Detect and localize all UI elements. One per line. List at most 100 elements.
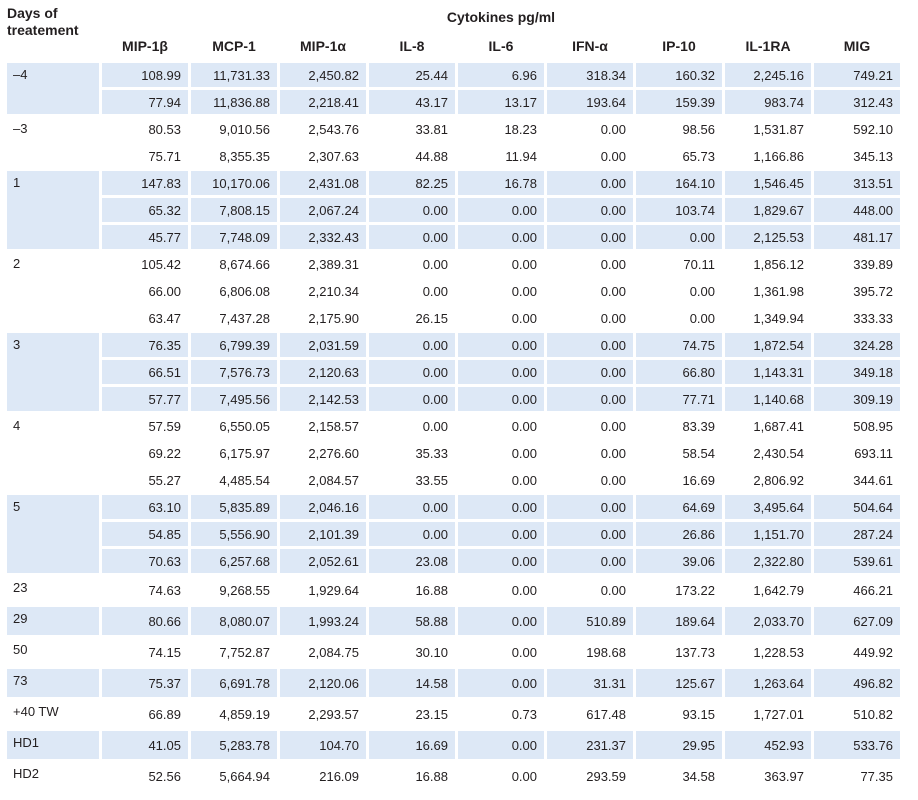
table-row: 3 76.35 6,799.39 2,031.59 0.00 0.00 0.00 74.75 1… [7, 333, 900, 411]
value-cell: 23.15 [369, 700, 455, 728]
value-cell: 1,687.41 [725, 414, 811, 438]
value-cell: 103.74 [636, 198, 722, 222]
value-cell: 324.28 [814, 333, 900, 357]
value-cell: 2,389.31 [280, 252, 366, 276]
value-cell: 0.00 [547, 279, 633, 303]
value-cell: 349.18 [814, 360, 900, 384]
days-of-treatment-header: Days of treatement [7, 5, 79, 38]
value-cell: 510.89 [547, 607, 633, 635]
value-cell: 1,531.87 [725, 117, 811, 141]
value-cell: 0.00 [458, 279, 544, 303]
value-cell: 539.61 [814, 549, 900, 573]
value-cell: 0.00 [369, 225, 455, 249]
value-cell: 58.88 [369, 607, 455, 635]
value-cell: 2,125.53 [725, 225, 811, 249]
table-row: 55.27 4,485.54 2,084.57 33.55 0.00 0.00 16.69 2… [7, 468, 900, 492]
value-cell: 2,210.34 [280, 279, 366, 303]
value-cell: 23.08 [369, 549, 455, 573]
day-cell: HD2 [7, 762, 99, 790]
table-row: 29 80.66 8,080.07 1,993.24 58.88 0.00 510.89 18… [7, 607, 900, 635]
cytokine-table: Days of treatement Cytokines pg/ml MIP-1… [4, 2, 903, 793]
value-cell: 66.00 [102, 279, 188, 303]
value-cell: 1,166.86 [725, 144, 811, 168]
value-cell: 16.69 [369, 731, 455, 759]
value-cell: 5,835.89 [191, 495, 277, 519]
value-cell: 160.32 [636, 63, 722, 87]
table-row: 54.85 5,556.90 2,101.39 0.00 0.00 0.00 26.86 1,… [7, 522, 900, 546]
table-row: –4 108.99 11,731.33 2,450.82 25.44 6.96 318.34… [7, 63, 900, 114]
table-row: 66.51 7,576.73 2,120.63 0.00 0.00 0.00 66.80 1,… [7, 360, 900, 384]
value-cell: 344.61 [814, 468, 900, 492]
value-cell: 1,349.94 [725, 306, 811, 330]
value-cell: 0.00 [547, 468, 633, 492]
value-cell: 0.00 [458, 414, 544, 438]
value-cell: 77.94 [102, 90, 188, 114]
value-cell: 104.70 [280, 731, 366, 759]
value-cell: 164.10 [636, 171, 722, 195]
value-cell: 6.96 [458, 63, 544, 87]
value-cell: 0.00 [458, 731, 544, 759]
table-row: HD2 52.56 5,664.94 216.09 16.88 0.00 293.59 34.… [7, 762, 900, 790]
value-cell: 173.22 [636, 576, 722, 604]
value-cell: 33.55 [369, 468, 455, 492]
value-cell: 45.77 [102, 225, 188, 249]
value-cell: 69.22 [102, 441, 188, 465]
value-cell: 2,052.61 [280, 549, 366, 573]
value-cell: 0.00 [458, 607, 544, 635]
value-cell: 33.81 [369, 117, 455, 141]
value-cell: 54.85 [102, 522, 188, 546]
value-cell: 693.11 [814, 441, 900, 465]
value-cell: 7,576.73 [191, 360, 277, 384]
value-cell: 216.09 [280, 762, 366, 790]
value-cell: 4,485.54 [191, 468, 277, 492]
value-cell: 0.00 [458, 576, 544, 604]
value-cell: 2,806.92 [725, 468, 811, 492]
value-cell: 293.59 [547, 762, 633, 790]
value-cell: 287.24 [814, 522, 900, 546]
value-cell: 0.00 [458, 522, 544, 546]
value-cell: 2,033.70 [725, 607, 811, 635]
value-cell: 0.00 [547, 441, 633, 465]
value-cell: 7,437.28 [191, 306, 277, 330]
value-cell: 2,245.16 [725, 63, 811, 87]
value-cell: 70.63 [102, 549, 188, 573]
value-cell: 5,283.78 [191, 731, 277, 759]
value-cell: 0.00 [547, 306, 633, 330]
value-cell: 93.15 [636, 700, 722, 728]
value-cell: 0.00 [458, 198, 544, 222]
value-cell: 1,143.31 [725, 360, 811, 384]
value-cell: 66.80 [636, 360, 722, 384]
value-cell: 1,140.68 [725, 387, 811, 411]
value-cell: 0.00 [369, 387, 455, 411]
value-cell: 66.89 [102, 700, 188, 728]
value-cell: 395.72 [814, 279, 900, 303]
day-cell: 2 [7, 252, 99, 330]
value-cell: 105.42 [102, 252, 188, 276]
value-cell: 1,546.45 [725, 171, 811, 195]
value-cell: 159.39 [636, 90, 722, 114]
value-cell: 313.51 [814, 171, 900, 195]
value-cell: 1,993.24 [280, 607, 366, 635]
value-cell: 44.88 [369, 144, 455, 168]
value-cell: 592.10 [814, 117, 900, 141]
value-cell: 309.19 [814, 387, 900, 411]
value-cell: 983.74 [725, 90, 811, 114]
value-cell: 16.78 [458, 171, 544, 195]
table-row: –3 80.53 9,010.56 2,543.76 33.81 18.23 0.00 98.… [7, 117, 900, 168]
value-cell: 137.73 [636, 638, 722, 666]
table-row: 57.77 7,495.56 2,142.53 0.00 0.00 0.00 77.71 1,… [7, 387, 900, 411]
value-cell: 0.00 [458, 360, 544, 384]
value-cell: 0.00 [547, 495, 633, 519]
value-cell: 0.00 [547, 333, 633, 357]
value-cell: 0.00 [547, 117, 633, 141]
value-cell: 7,808.15 [191, 198, 277, 222]
value-cell: 77.71 [636, 387, 722, 411]
value-cell: 66.51 [102, 360, 188, 384]
value-cell: 65.32 [102, 198, 188, 222]
value-cell: 26.86 [636, 522, 722, 546]
value-cell: 6,175.97 [191, 441, 277, 465]
value-cell: 449.92 [814, 638, 900, 666]
value-cell: 0.00 [547, 360, 633, 384]
value-cell: 2,101.39 [280, 522, 366, 546]
